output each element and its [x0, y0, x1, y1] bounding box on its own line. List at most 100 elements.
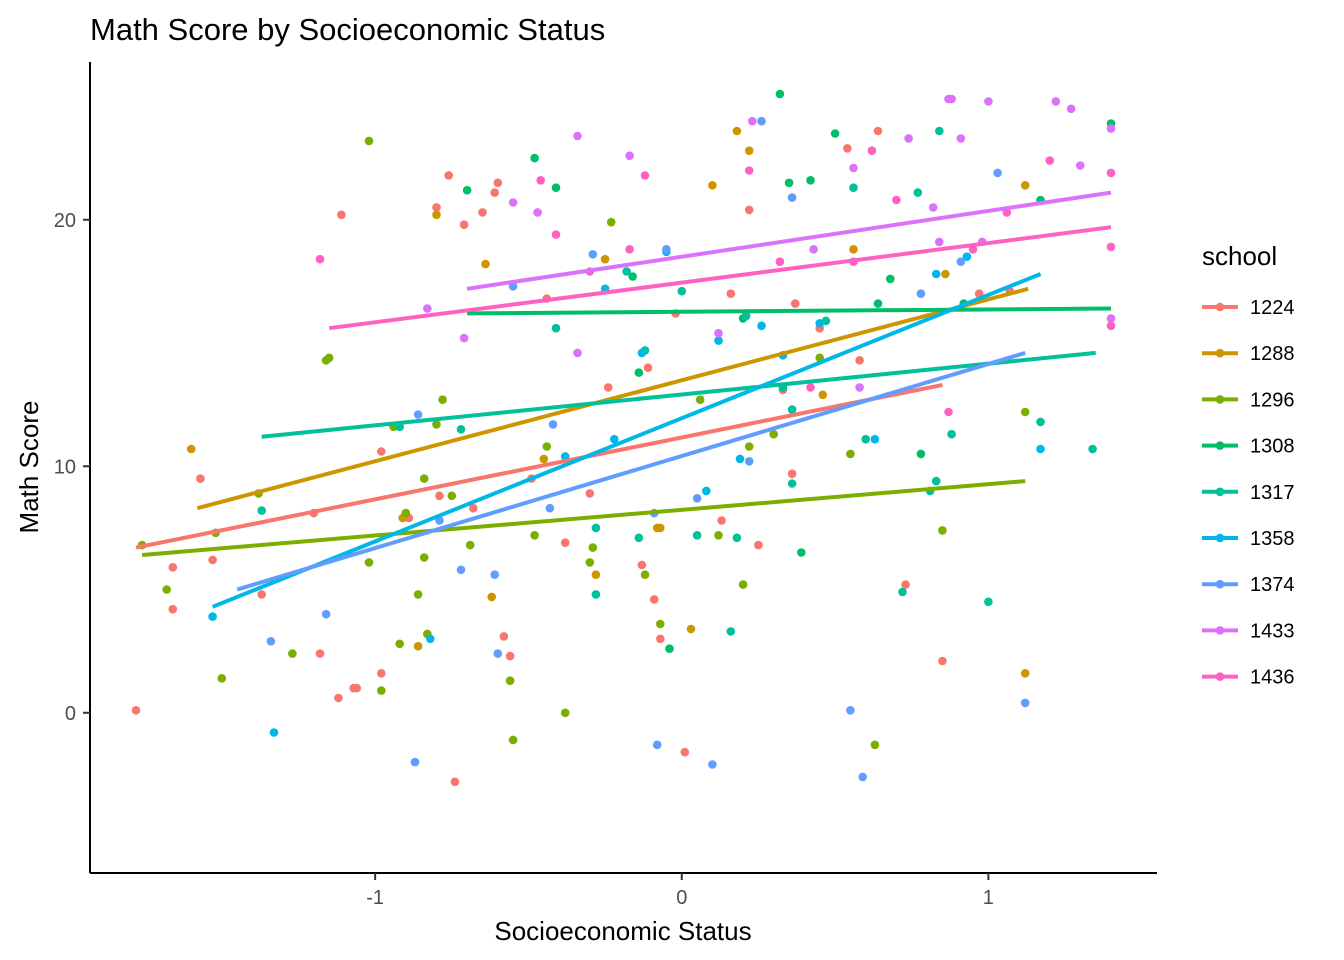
- data-point-1296: [695, 395, 705, 405]
- data-point-1288: [941, 269, 950, 279]
- data-point-1317: [861, 434, 870, 444]
- data-point-1317: [947, 429, 956, 439]
- data-point-1433: [904, 134, 913, 143]
- data-point-1296: [324, 353, 334, 363]
- data-point-1224: [938, 656, 947, 666]
- data-point-1317: [726, 627, 736, 636]
- data-point-1317: [1036, 417, 1045, 427]
- data-point-1317: [591, 590, 601, 599]
- data-point-1224: [168, 604, 178, 614]
- data-point-1358: [735, 454, 745, 464]
- y-tick-label: 20: [54, 210, 76, 232]
- data-point-1433: [947, 94, 956, 104]
- data-point-1374: [588, 250, 598, 259]
- data-point-1308: [784, 178, 794, 188]
- data-point-1224: [478, 208, 487, 217]
- data-point-1317: [931, 476, 941, 486]
- data-point-1224: [377, 447, 386, 456]
- data-point-1358: [931, 269, 941, 279]
- data-point-1317: [622, 267, 631, 276]
- data-point-1224: [208, 555, 217, 565]
- fit-lines-layer: [135, 190, 1112, 609]
- data-point-1288: [849, 245, 858, 254]
- data-point-1224: [168, 563, 178, 572]
- data-point-1374: [652, 740, 662, 750]
- data-point-1296: [656, 619, 665, 629]
- data-point-1224: [744, 205, 754, 215]
- data-point-1308: [665, 644, 674, 653]
- data-point-1224: [680, 747, 690, 757]
- data-point-1288: [708, 181, 717, 190]
- data-point-1296: [542, 442, 552, 451]
- data-point-1374: [916, 289, 926, 299]
- data-point-1296: [769, 429, 778, 439]
- data-point-1308: [530, 153, 539, 163]
- data-point-1224: [790, 299, 800, 308]
- chart-title: Math Score by Socioeconomic Status: [90, 12, 605, 47]
- data-point-1317: [741, 311, 751, 321]
- data-point-1433: [573, 131, 582, 141]
- data-point-1374: [956, 257, 966, 267]
- data-point-1374: [662, 245, 671, 254]
- data-point-1296: [217, 674, 227, 683]
- legend-label-1288: 1288: [1250, 343, 1295, 365]
- data-point-1374: [456, 565, 466, 575]
- data-point-1317: [591, 523, 601, 533]
- x-tick-label: -1: [366, 887, 384, 909]
- data-point-1296: [530, 531, 539, 540]
- data-point-1288: [1020, 669, 1030, 678]
- data-point-1358: [815, 319, 824, 328]
- data-point-1374: [708, 760, 717, 769]
- data-point-1374: [493, 649, 503, 658]
- data-point-1433: [809, 245, 818, 254]
- data-point-1358: [208, 612, 217, 621]
- data-point-1224: [603, 383, 613, 392]
- data-point-1433: [748, 116, 757, 126]
- data-point-1296: [1020, 407, 1030, 417]
- data-point-1296: [714, 531, 723, 540]
- data-point-1317: [551, 323, 561, 333]
- data-point-1436: [536, 176, 545, 185]
- data-point-1358: [426, 634, 435, 644]
- legend-title: school: [1202, 241, 1277, 271]
- data-point-1436: [1106, 242, 1116, 252]
- data-point-1308: [462, 185, 472, 195]
- y-tick-label: 10: [54, 456, 76, 478]
- x-tick-label: 1: [983, 887, 994, 909]
- data-point-1317: [935, 126, 944, 136]
- data-point-1433: [928, 203, 938, 212]
- data-point-1436: [1045, 156, 1054, 165]
- data-point-1288: [591, 570, 601, 579]
- data-point-1308: [775, 89, 785, 99]
- data-point-1224: [459, 220, 469, 229]
- data-point-1296: [846, 449, 855, 459]
- data-point-1224: [490, 188, 500, 197]
- data-point-1436: [551, 230, 561, 239]
- data-point-1224: [855, 356, 864, 365]
- data-point-1433: [533, 208, 542, 217]
- data-point-1374: [413, 410, 423, 419]
- y-axis-title: Math Score: [14, 401, 44, 534]
- data-point-1296: [938, 526, 947, 535]
- data-point-1296: [438, 395, 447, 405]
- data-point-1296: [465, 540, 475, 550]
- data-point-1358: [637, 348, 647, 358]
- data-point-1296: [738, 580, 748, 589]
- fit-line-1224: [135, 382, 943, 550]
- legend-key-point-1308: [1215, 441, 1225, 450]
- data-point-1317: [456, 425, 466, 434]
- data-point-1288: [1020, 181, 1030, 190]
- data-point-1296: [401, 508, 411, 518]
- legend-label-1433: 1433: [1250, 620, 1295, 642]
- data-point-1288: [686, 624, 696, 634]
- data-point-1224: [637, 560, 647, 570]
- data-point-1224: [873, 126, 883, 136]
- data-point-1288: [432, 210, 441, 220]
- data-point-1296: [377, 686, 386, 695]
- data-point-1288: [487, 592, 497, 602]
- data-point-1288: [186, 444, 196, 454]
- data-point-1358: [714, 336, 723, 345]
- legend-key-point-1317: [1215, 487, 1225, 497]
- data-point-1436: [1106, 321, 1116, 331]
- data-point-1433: [984, 97, 993, 106]
